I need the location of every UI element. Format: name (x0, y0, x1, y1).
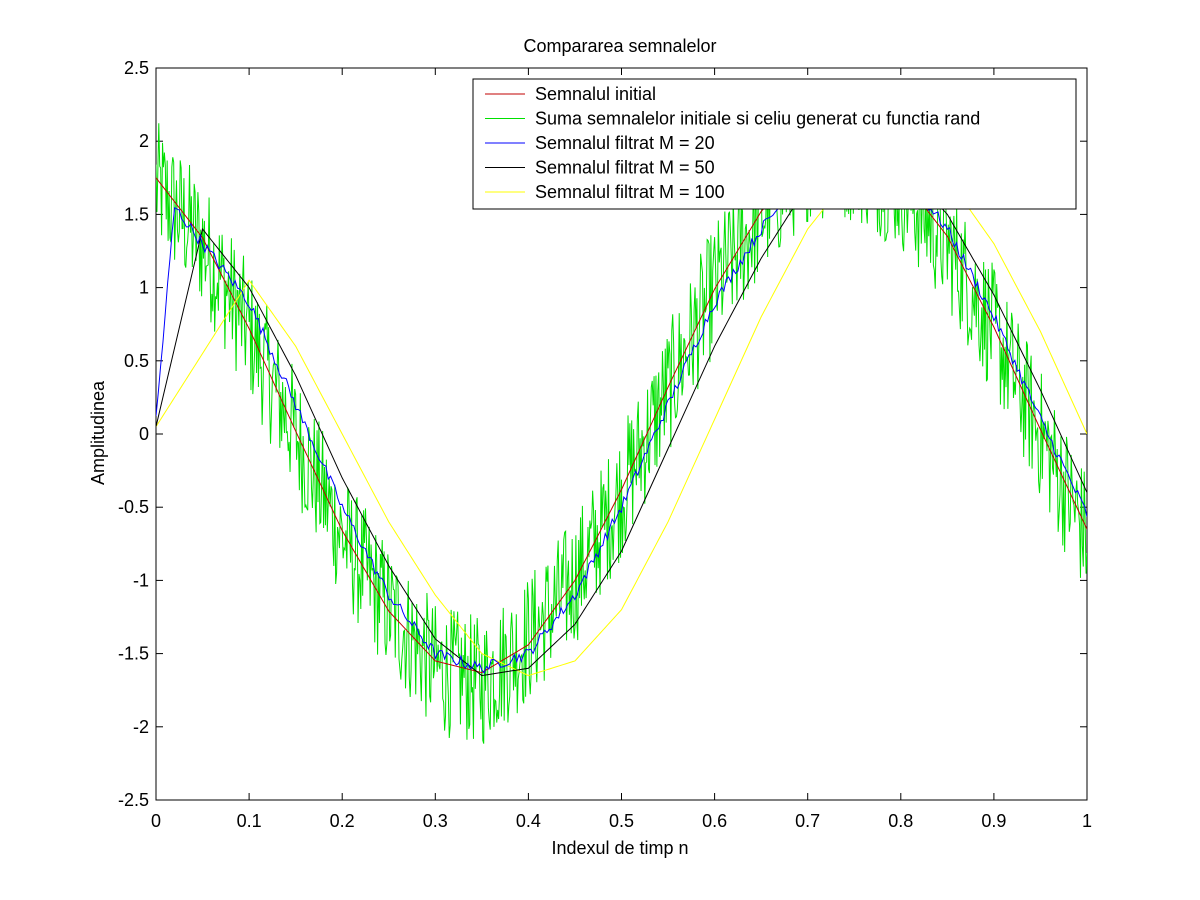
y-tick-label: 2 (139, 131, 149, 151)
chart-title: Compararea semnalelor (523, 36, 716, 56)
x-tick-label: 0.1 (237, 811, 262, 831)
x-tick-label: 0 (151, 811, 161, 831)
x-axis-label: Indexul de timp n (551, 838, 688, 858)
legend-label: Semnalul filtrat M = 20 (535, 133, 715, 153)
x-tick-label: 0.7 (795, 811, 820, 831)
series-line-0 (156, 147, 1087, 674)
y-tick-label: -1 (133, 570, 149, 590)
x-tick-label: 0.3 (423, 811, 448, 831)
legend-box (472, 78, 1077, 210)
y-tick-label: 0.5 (124, 351, 149, 371)
x-tick-label: 0.2 (330, 811, 355, 831)
y-tick-label: 1 (139, 278, 149, 298)
y-axis-label: Amplitudinea (88, 380, 108, 485)
y-tick-label: -0.5 (118, 497, 149, 517)
y-tick-label: 0 (139, 424, 149, 444)
x-tick-label: 0.8 (888, 811, 913, 831)
x-tick-label: 0.6 (702, 811, 727, 831)
legend-label: Semnalul initial (535, 84, 656, 104)
legend-label: Semnalul filtrat M = 50 (535, 158, 715, 178)
series-line-2 (156, 150, 1087, 675)
x-tick-label: 0.5 (609, 811, 634, 831)
y-tick-label: 1.5 (124, 204, 149, 224)
x-tick-label: 0.4 (516, 811, 541, 831)
y-tick-label: -2.5 (118, 790, 149, 810)
y-tick-label: 2.5 (124, 58, 149, 78)
legend: Semnalul initial Suma semnalelor initiale… (472, 78, 1077, 210)
legend-label: Suma semnalelor initiale si celiu genera… (535, 109, 980, 129)
y-tick-label: -2 (133, 717, 149, 737)
x-tick-label: 1 (1082, 811, 1092, 831)
y-tick-label: -1.5 (118, 644, 149, 664)
x-tick-label: 0.9 (981, 811, 1006, 831)
legend-label: Semnalul filtrat M = 100 (535, 182, 725, 202)
